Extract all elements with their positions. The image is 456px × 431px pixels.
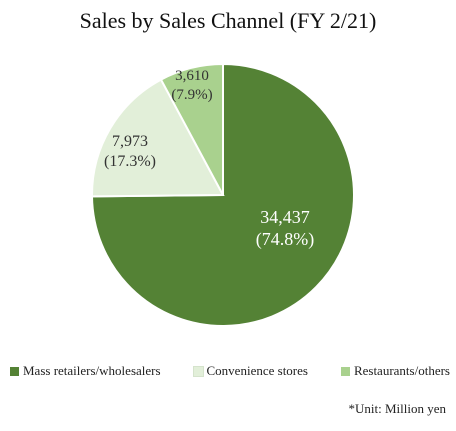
pie-chart: 34,437(74.8%) 7,973 (17.3%) 3,610 (7.9%): [90, 62, 355, 327]
pie-slice-1: [91, 78, 225, 198]
pie-slice-2: [159, 62, 224, 196]
slice-value-label-1: 7,973: [112, 133, 148, 150]
legend-label: Mass retailers/wholesalers: [23, 363, 161, 378]
unit-note: *Unit: Million yen: [348, 401, 447, 416]
slice-percent-label-0: (74.8%): [256, 229, 314, 250]
legend: Mass retailers/wholesalers Convenience s…: [10, 363, 450, 379]
legend-item-restaurants-others: Restaurants/others: [340, 363, 450, 379]
legend-label: Restaurants/others: [353, 363, 450, 378]
slice-value-label-0: 34,437: [260, 207, 310, 227]
legend-item-mass-retailers: Mass retailers/wholesalers: [10, 363, 161, 379]
legend-label: Convenience stores: [206, 363, 308, 378]
chart-title: Sales by Sales Channel (FY 2/21): [79, 8, 377, 33]
legend-swatch: [10, 366, 19, 376]
slice-percent-label-1: (17.3%): [104, 153, 156, 170]
slice-percent-label-2: (7.9%): [171, 87, 212, 103]
legend-item-convenience-stores: Convenience stores: [192, 363, 308, 379]
legend-swatch: [192, 365, 204, 377]
legend-swatch: [340, 366, 350, 376]
pie-slice-0: [90, 62, 355, 327]
slice-value-label-2: 3,610: [175, 68, 209, 84]
